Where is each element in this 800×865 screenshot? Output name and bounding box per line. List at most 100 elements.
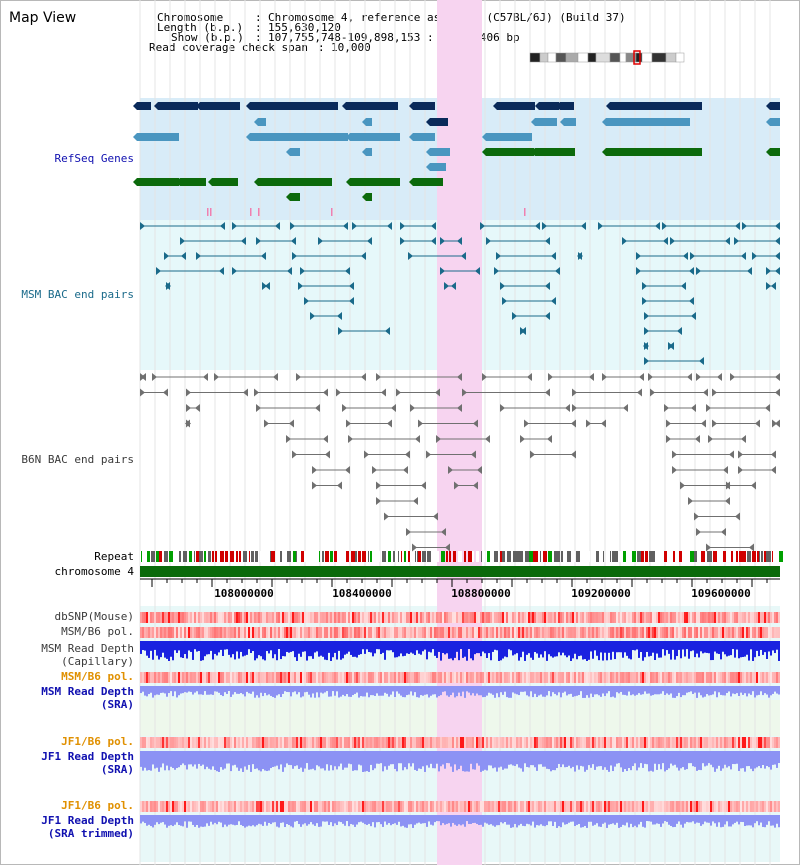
jf1-b6-pol-2-heat-cell[interactable] [670, 801, 672, 812]
repeat-element[interactable] [358, 551, 361, 562]
b6n-bac-pair-end[interactable] [473, 481, 478, 490]
repeat-element[interactable] [373, 551, 374, 562]
msm-b6-pol-2-heat-cell[interactable] [212, 672, 214, 683]
msm-depth-capillary-bar[interactable] [526, 641, 528, 655]
msm-depth-sra-bar[interactable] [602, 686, 604, 694]
b6n-bac-pair-end[interactable] [445, 543, 450, 552]
msm-depth-sra-bar[interactable] [724, 686, 726, 696]
b6n-bac-pair-features[interactable] [140, 373, 780, 552]
jf1-depth-sra-bar[interactable] [272, 751, 274, 767]
b6n-bac-pair-end[interactable] [547, 435, 552, 443]
msm-depth-capillary-bar[interactable] [380, 641, 382, 655]
msm-b6-pol-heat-cell[interactable] [408, 627, 410, 638]
jf1-b6-pol-2-heat-cell[interactable] [412, 801, 414, 812]
msm-b6-pol-2-heat-cell[interactable] [634, 672, 636, 683]
msm-b6-pol-2-heat-cell[interactable] [306, 672, 308, 683]
msm-depth-capillary-bar[interactable] [462, 641, 464, 658]
repeat-element[interactable] [278, 551, 280, 562]
msm-b6-pol-2-heat-cell[interactable] [152, 672, 154, 683]
jf1-b6-pol-heat-cell[interactable] [550, 737, 552, 748]
dbsnp-heat-cell[interactable] [740, 612, 742, 623]
jf1-b6-pol-heat-cell[interactable] [714, 737, 716, 748]
msm-depth-capillary-bar[interactable] [534, 641, 536, 653]
jf1-b6-pol-heat-cell[interactable] [166, 737, 168, 748]
jf1-depth-sra-bar[interactable] [252, 751, 254, 765]
jf1-depth-trimmed-bar[interactable] [548, 815, 550, 822]
repeat-element[interactable] [271, 551, 272, 562]
msm-b6-pol-heat-cell[interactable] [222, 627, 224, 638]
msm-b6-pol-2-heat-cell[interactable] [560, 672, 562, 683]
msm-depth-capillary-bar[interactable] [336, 641, 338, 660]
msm-bac-pair-end[interactable] [440, 267, 445, 275]
jf1-depth-sra-bar[interactable] [312, 751, 314, 769]
msm-b6-pol-heat-cell[interactable] [164, 627, 166, 638]
msm-depth-capillary-bar[interactable] [148, 641, 150, 658]
msm-bac-pair-end[interactable] [545, 282, 550, 290]
msm-depth-capillary-bar[interactable] [772, 641, 774, 651]
msm-depth-sra-bar[interactable] [296, 686, 298, 695]
jf1-b6-pol-heat-cell[interactable] [422, 737, 424, 748]
msm-b6-pol-2-heat-cell[interactable] [424, 672, 426, 683]
jf1-b6-pol-2-heat-cell[interactable] [240, 801, 242, 812]
repeat-element[interactable] [655, 551, 656, 562]
msm-depth-capillary-bar[interactable] [760, 641, 762, 650]
repeat-element[interactable] [481, 551, 482, 562]
msm-depth-capillary-bar[interactable] [214, 641, 216, 654]
msm-depth-capillary-bar[interactable] [376, 641, 378, 650]
refseq-gene-green[interactable] [137, 178, 179, 186]
msm-depth-capillary-bar[interactable] [324, 641, 326, 660]
msm-depth-capillary-bar[interactable] [700, 641, 702, 652]
msm-depth-sra-bar[interactable] [306, 686, 308, 692]
jf1-b6-pol-2-heat-cell[interactable] [272, 801, 274, 812]
jf1-b6-pol-2-heat-cell[interactable] [356, 801, 358, 812]
repeat-element[interactable] [305, 551, 308, 562]
jf1-depth-sra-bar[interactable] [166, 751, 168, 766]
jf1-b6-pol-2-heat-cell[interactable] [668, 801, 670, 812]
b6n-bac-pair-end[interactable] [548, 373, 553, 381]
jf1-depth-sra-bar[interactable] [406, 751, 408, 770]
jf1-b6-pol-2-heat-cell[interactable] [592, 801, 594, 812]
dbsnp-heat-cell[interactable] [150, 612, 152, 623]
jf1-depth-sra-bar[interactable] [476, 751, 478, 764]
jf1-depth-trimmed-bar[interactable] [416, 815, 418, 824]
jf1-depth-trimmed-bar[interactable] [186, 815, 188, 828]
jf1-depth-trimmed-bar[interactable] [470, 815, 472, 824]
b6n-bac-pair-end[interactable] [421, 481, 426, 490]
jf1-b6-pol-heat-cell[interactable] [396, 737, 398, 748]
msm-b6-pol-heat-cell[interactable] [380, 627, 382, 638]
jf1-b6-pol-heat-cell[interactable] [450, 737, 452, 748]
jf1-b6-pol-heat-cell[interactable] [704, 737, 706, 748]
refseq-gene-light[interactable] [290, 148, 300, 156]
refseq-marker[interactable] [524, 208, 526, 216]
b6n-bac-pair-end[interactable] [403, 466, 408, 474]
b6n-bac-pair-end[interactable] [500, 404, 505, 412]
jf1-b6-pol-2-heat-cell[interactable] [330, 801, 332, 812]
msm-depth-sra-bar[interactable] [302, 686, 304, 697]
jf1-depth-trimmed-bar[interactable] [474, 815, 476, 823]
jf1-depth-sra-bar[interactable] [212, 751, 214, 767]
ideogram-band[interactable] [609, 52, 621, 63]
jf1-depth-trimmed-bar[interactable] [468, 815, 470, 824]
msm-depth-sra-bar[interactable] [228, 686, 230, 692]
repeat-element[interactable] [183, 551, 185, 562]
b6n-bac-pair-end[interactable] [152, 373, 157, 381]
b6n-bac-pair-end[interactable] [325, 450, 330, 459]
dbsnp-heat-cell[interactable] [752, 612, 754, 623]
msm-depth-capillary-bar[interactable] [494, 641, 496, 650]
msm-b6-pol-2-heat-cell[interactable] [446, 672, 448, 683]
msm-b6-pol-2-heat-cell[interactable] [386, 672, 388, 683]
msm-depth-sra-bar[interactable] [382, 686, 384, 696]
msm-depth-capillary-bar[interactable] [592, 641, 594, 659]
msm-depth-capillary-bar[interactable] [156, 641, 158, 656]
jf1-b6-pol-heat-cell[interactable] [732, 737, 734, 748]
msm-depth-sra-bar[interactable] [432, 686, 434, 695]
msm-depth-sra-bar[interactable] [682, 686, 684, 696]
jf1-b6-pol-2-heat-cell[interactable] [294, 801, 296, 812]
msm-depth-capillary-bar[interactable] [388, 641, 390, 651]
msm-b6-pol-2-heat-cell[interactable] [304, 672, 306, 683]
jf1-b6-pol-heat-cell[interactable] [496, 737, 498, 748]
msm-depth-capillary-bar[interactable] [338, 641, 340, 651]
jf1-b6-pol-heat-cell[interactable] [330, 737, 332, 748]
jf1-depth-trimmed-bar[interactable] [164, 815, 166, 825]
msm-depth-capillary-bar[interactable] [440, 641, 442, 661]
